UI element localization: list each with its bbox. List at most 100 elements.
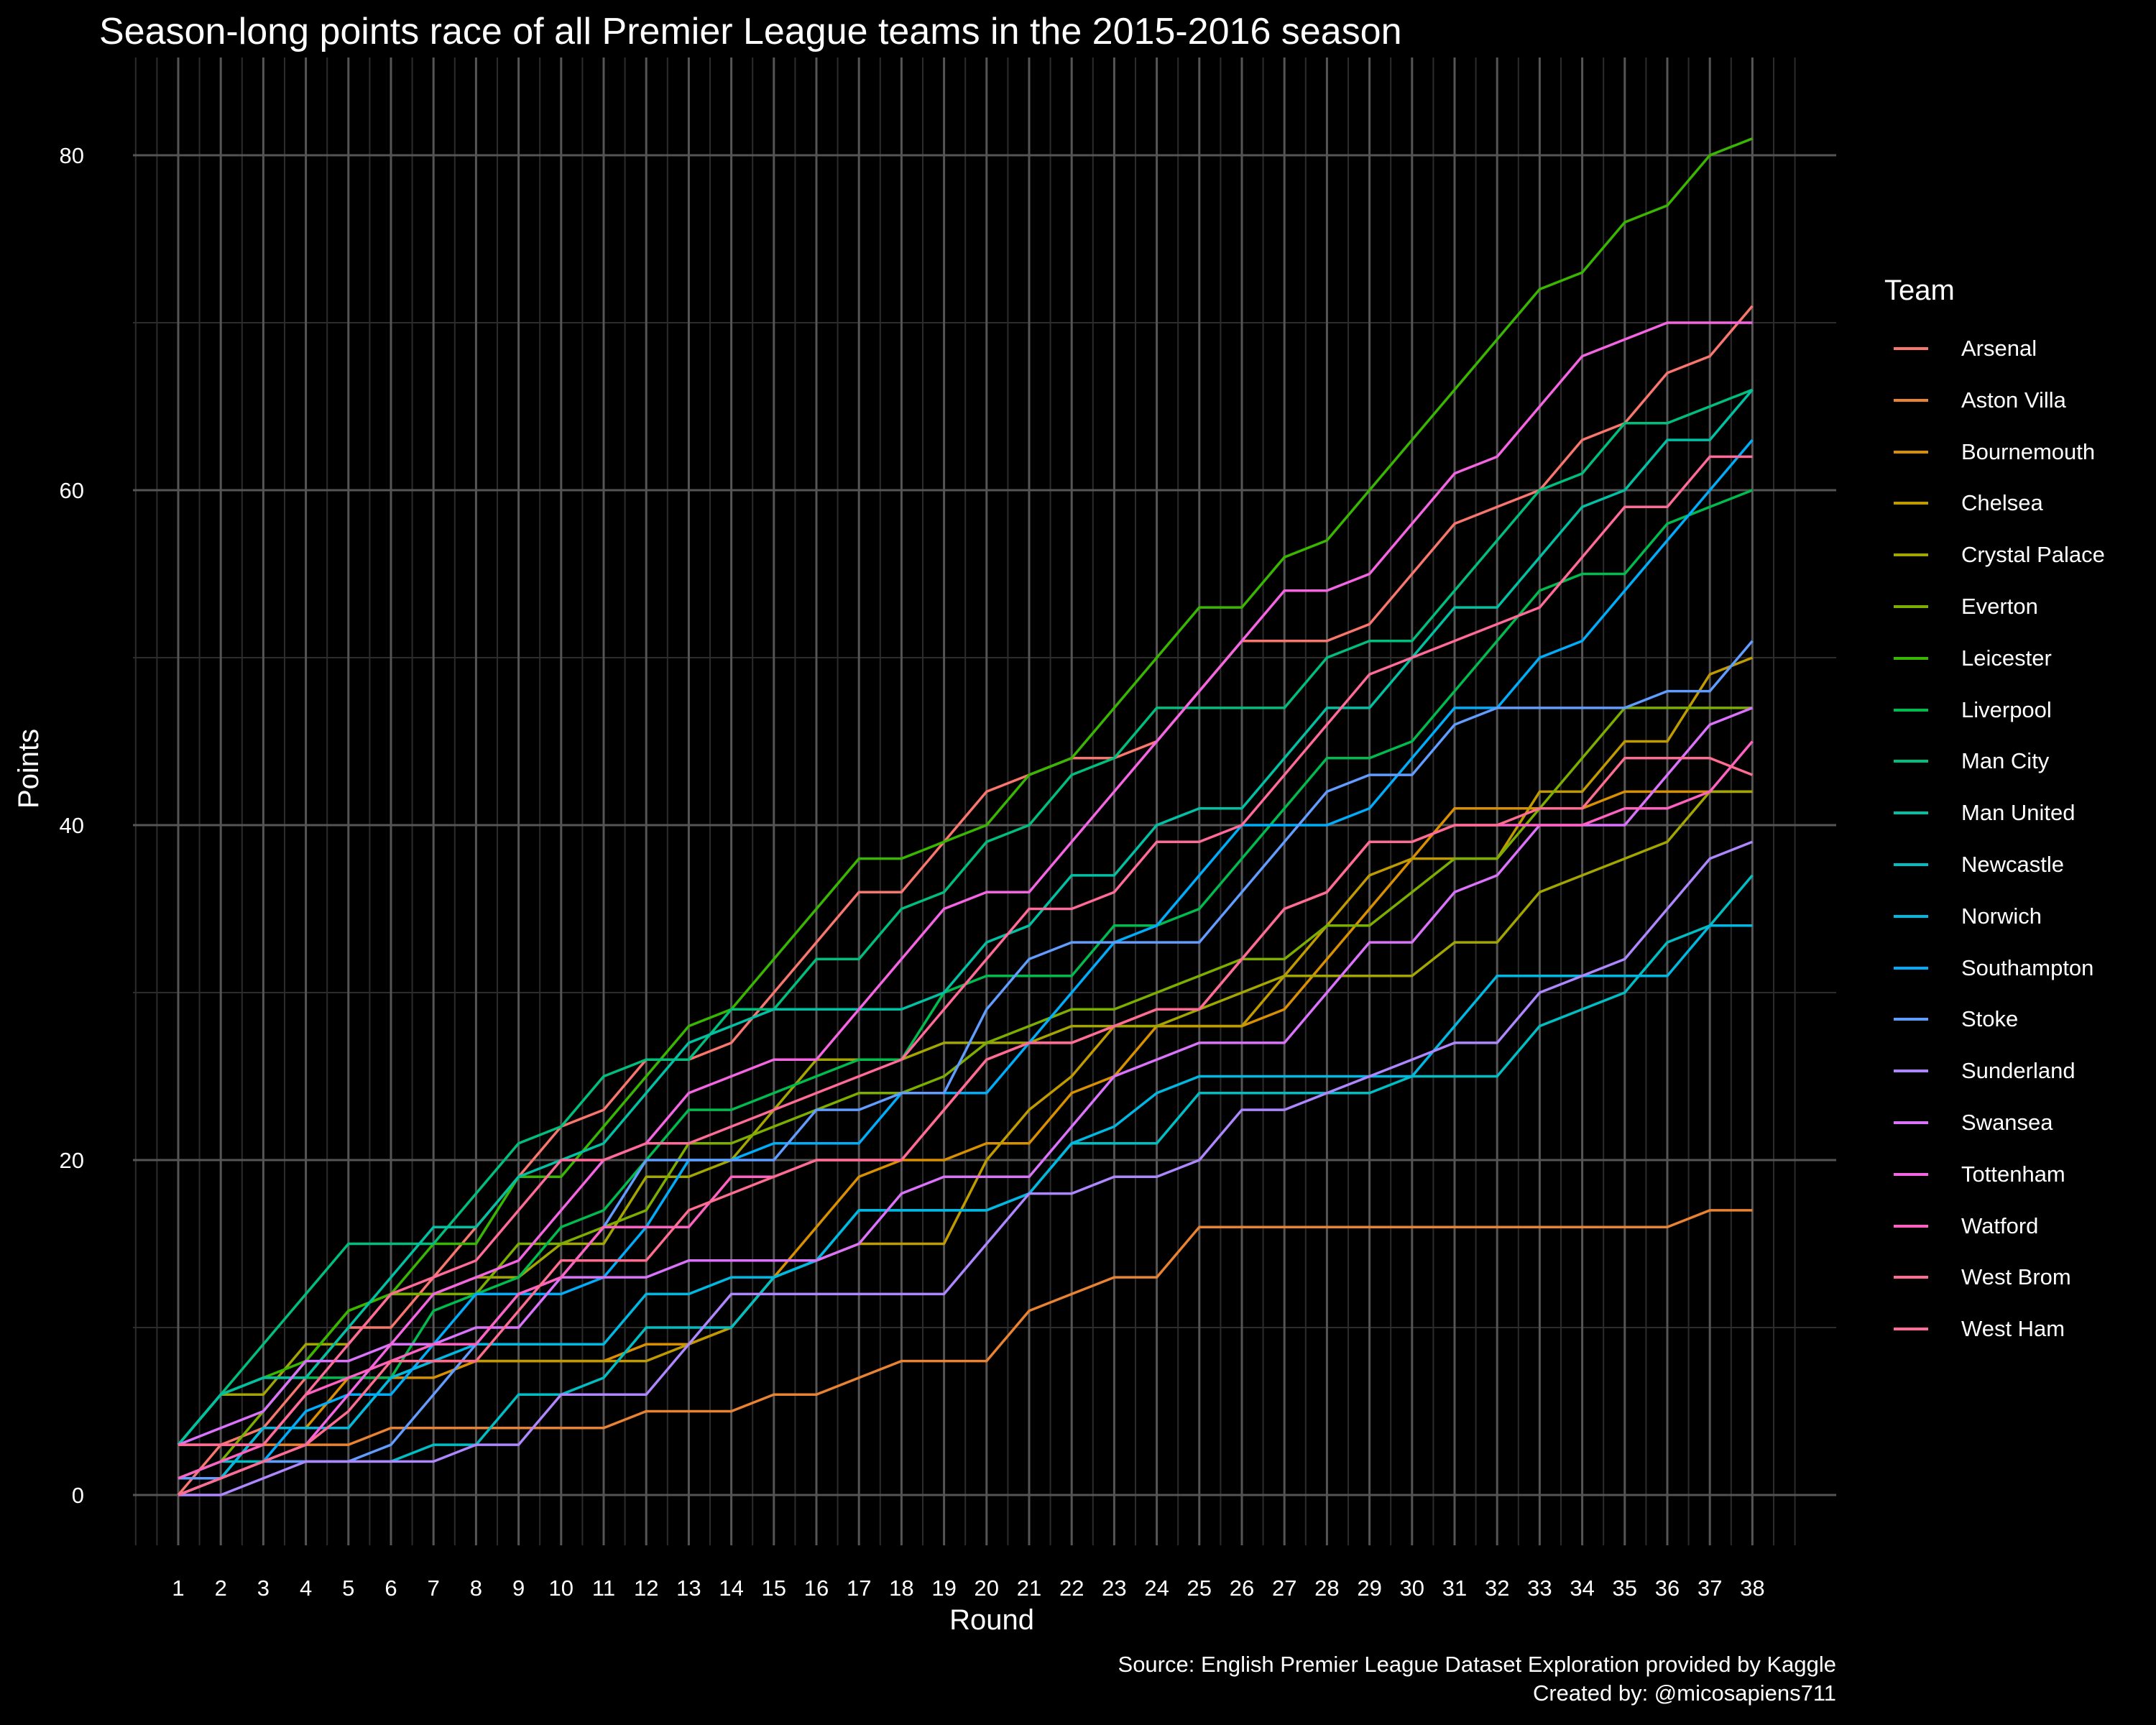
legend-label: Newcastle xyxy=(1961,852,2064,877)
x-tick-label: 19 xyxy=(931,1576,956,1601)
legend-item: Sunderland xyxy=(1894,1057,2076,1085)
x-tick-label: 22 xyxy=(1059,1576,1084,1601)
x-tick-label: 7 xyxy=(428,1576,440,1601)
series-line-west-ham xyxy=(178,455,1753,1446)
x-tick-label: 32 xyxy=(1485,1576,1509,1601)
chart-title: Season-long points race of all Premier L… xyxy=(99,11,1402,52)
x-axis-ticks: 1 2 3 4 5 6 7 8 9 10 11 12 13 14 15 16 17 18 19 20 21 22 23 24 2… xyxy=(172,1576,1764,1601)
grid-minor xyxy=(133,58,1836,1545)
legend-item: West Ham xyxy=(1894,1315,2065,1343)
series-line-bournemouth xyxy=(178,790,1753,1496)
legend-item: Newcastle xyxy=(1894,850,2064,879)
legend-key xyxy=(1894,1328,1928,1331)
legend-item: Man United xyxy=(1894,799,2076,827)
x-tick-label: 25 xyxy=(1187,1576,1212,1601)
legend-item: Aston Villa xyxy=(1894,386,2066,415)
x-tick-label: 9 xyxy=(512,1576,525,1601)
legend-label: Liverpool xyxy=(1961,696,2052,722)
series-line-man-united xyxy=(177,389,1754,1446)
legend-key xyxy=(1894,347,1928,350)
series-line-tottenham xyxy=(178,321,1753,1496)
series-line-stoke xyxy=(178,640,1754,1480)
grid-major xyxy=(133,58,1836,1545)
series-line-sunderland xyxy=(178,840,1754,1496)
legend-item: Man City xyxy=(1894,747,2049,776)
legend-key xyxy=(1894,1018,1928,1021)
y-tick-label: 20 xyxy=(60,1148,84,1173)
legend-key xyxy=(1894,553,1928,557)
caption-credit: Created by: @micosapiens711 xyxy=(1532,1680,1836,1706)
legend-label: Arsenal xyxy=(1961,336,2037,361)
series-line-west-brom xyxy=(178,757,1754,1496)
x-tick-label: 6 xyxy=(384,1576,397,1601)
y-tick-label: 40 xyxy=(60,813,84,838)
x-tick-label: 27 xyxy=(1272,1576,1296,1601)
x-tick-label: 33 xyxy=(1527,1576,1552,1601)
x-tick-label: 23 xyxy=(1102,1576,1126,1601)
x-tick-label: 35 xyxy=(1613,1576,1637,1601)
x-tick-label: 28 xyxy=(1314,1576,1339,1601)
legend-item: Southampton xyxy=(1894,954,2093,983)
legend-key xyxy=(1894,1121,1928,1124)
series-lines xyxy=(177,137,1754,1496)
legend-label: Man City xyxy=(1961,748,2050,774)
legend-label: Crystal Palace xyxy=(1961,542,2105,568)
legend-label: Watford xyxy=(1961,1213,2039,1238)
legend-label: Swansea xyxy=(1961,1110,2053,1135)
legend-label: Norwich xyxy=(1961,903,2042,929)
legend-key xyxy=(1894,708,1928,712)
legend-item: Arsenal xyxy=(1894,334,2037,363)
series-line-southampton xyxy=(178,438,1754,1496)
y-tick-label: 80 xyxy=(60,143,84,168)
x-tick-label: 30 xyxy=(1400,1576,1424,1601)
y-tick-label: 60 xyxy=(60,478,84,503)
legend-key xyxy=(1894,450,1928,454)
legend-item: Norwich xyxy=(1894,902,2042,931)
y-axis-ticks: 0 20 40 60 80 xyxy=(60,143,84,1508)
legend-item: Tottenham xyxy=(1894,1160,2065,1189)
y-axis-title: Points xyxy=(13,728,45,809)
legend-item: Leicester xyxy=(1894,644,2052,673)
legend-key xyxy=(1894,1070,1928,1073)
legend-label: Southampton xyxy=(1961,954,2094,980)
legend-item: Swansea xyxy=(1894,1108,2053,1137)
x-tick-label: 20 xyxy=(975,1576,999,1601)
legend-label: Man United xyxy=(1961,800,2076,826)
series-line-swansea xyxy=(178,707,1754,1446)
legend-key xyxy=(1894,1224,1928,1228)
x-tick-label: 10 xyxy=(549,1576,573,1601)
x-tick-label: 36 xyxy=(1655,1576,1680,1601)
x-tick-label: 8 xyxy=(470,1576,482,1601)
series-line-leicester xyxy=(177,137,1754,1446)
legend-item: Chelsea xyxy=(1894,489,2043,518)
legend-key xyxy=(1894,966,1928,970)
legend-key xyxy=(1894,398,1928,402)
legend-label: Everton xyxy=(1961,594,2038,619)
x-tick-label: 16 xyxy=(804,1576,829,1601)
x-tick-label: 4 xyxy=(300,1576,312,1601)
series-line-aston-villa xyxy=(178,1209,1753,1446)
x-tick-label: 12 xyxy=(634,1576,658,1601)
legend-item: Everton xyxy=(1894,592,2038,621)
x-axis-title: Round xyxy=(949,1604,1034,1636)
x-tick-label: 21 xyxy=(1017,1576,1041,1601)
x-tick-label: 38 xyxy=(1740,1576,1764,1601)
series-line-norwich xyxy=(178,924,1753,1496)
legend-item: Watford xyxy=(1894,1212,2038,1241)
x-tick-label: 14 xyxy=(719,1576,743,1601)
series-line-man-city xyxy=(177,388,1754,1446)
x-tick-label: 24 xyxy=(1144,1576,1169,1601)
x-tick-label: 26 xyxy=(1230,1576,1254,1601)
legend-key xyxy=(1894,811,1928,815)
legend-key xyxy=(1894,656,1928,660)
legend-key xyxy=(1894,502,1928,505)
x-tick-label: 13 xyxy=(676,1576,701,1601)
x-tick-label: 3 xyxy=(257,1576,270,1601)
legend-key xyxy=(1894,605,1928,608)
legend-key xyxy=(1894,1276,1928,1279)
legend-label: Tottenham xyxy=(1961,1161,2065,1187)
x-tick-label: 18 xyxy=(889,1576,913,1601)
legend-label: Chelsea xyxy=(1961,490,2043,516)
legend-label: Aston Villa xyxy=(1961,387,2066,413)
